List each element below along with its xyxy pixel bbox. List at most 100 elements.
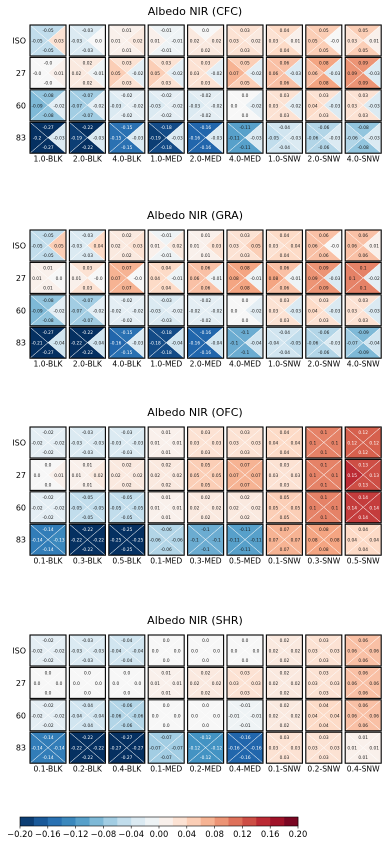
panel-title: Albedo NIR (GRA) (147, 209, 243, 222)
cell-value: -0.07 (82, 93, 93, 99)
cell-value: 0.05 (251, 244, 261, 250)
cell-value: 0.06 (358, 690, 368, 696)
cell-value: -0.02 (53, 308, 64, 314)
heatmap-cell: -0.22-0.22 -0.04-0.22 (68, 326, 107, 359)
cell-value: 0.01 (161, 690, 171, 696)
cell-value: 0.04 (291, 441, 301, 447)
cell-value: 0.02 (83, 80, 93, 86)
cell-value: 0.01 (347, 746, 357, 752)
cell-value: 0.03 (308, 746, 318, 752)
colorbar-tick-label: −0.16 (35, 829, 61, 839)
heatmap-cell: 0.070.07 0.070.07 (226, 458, 264, 491)
cell-value: -0.04 (93, 713, 104, 719)
cell-border (305, 261, 343, 294)
column-label: 2.0-SNW (307, 155, 340, 164)
colorbar-tick-label: 0.16 (261, 829, 280, 839)
cell-border (108, 24, 146, 57)
cell-value: -0.15 (121, 125, 132, 131)
cell-border (305, 634, 343, 667)
cell-border (108, 56, 146, 89)
cell-border (147, 458, 185, 491)
cell-value: -0.21 (31, 341, 42, 347)
cell-value: 0.06 (369, 681, 379, 687)
cell-value: 0.09 (347, 71, 357, 77)
cell-value: 0.07 (240, 462, 250, 468)
cell-value: 0.03 (161, 60, 171, 66)
cell-value: -0.04 (110, 649, 121, 655)
cell-value: 0.0 (45, 482, 52, 488)
cell-value: 0.0 (231, 103, 238, 109)
cell-value: -0.16 (189, 136, 200, 142)
cell-border (305, 89, 343, 122)
cell-value: 0.06 (358, 670, 368, 676)
heatmap-cell: 0.010.01 0.010.01 (344, 731, 382, 764)
cell-value: -0.05 (42, 233, 53, 239)
cell-border (265, 89, 303, 122)
heatmap-cell: -0.09-0.07 -0.04-0.09 (344, 326, 382, 359)
cell-value: 0.0 (45, 462, 52, 468)
cell-border (108, 261, 146, 294)
heatmap-cell: -0.16-0.16 -0.03-0.16 (186, 121, 225, 154)
cell-value: -0.02 (42, 638, 53, 644)
cell-value: 0.07 (111, 276, 121, 282)
cell-border (226, 261, 264, 294)
cell-value: -0.02 (93, 308, 104, 314)
cell-value: -0.01 (250, 276, 261, 282)
cell-value: -0.07 (71, 308, 82, 314)
cell-border (265, 491, 303, 524)
cell-value: -0.04 (279, 125, 290, 131)
cell-value: 0.02 (190, 39, 200, 45)
cell-value: 0.0 (95, 681, 102, 687)
cell-value: -0.02 (189, 308, 200, 314)
heatmap-cell: -0.25-0.25 -0.25-0.25 (108, 523, 146, 556)
cell-value: 0.03 (319, 670, 329, 676)
heatmap-cell: 0.050.07 -0.020.05 (226, 56, 264, 89)
cell-value: 0.06 (280, 285, 290, 291)
cell-value: 0.05 (291, 505, 301, 511)
column-label: 1.0-BLK (34, 360, 64, 369)
cell-border (344, 294, 382, 327)
heatmap-cell: -0.27-0.21 -0.04-0.27 (29, 326, 67, 359)
heatmap-cell: 0.030.04 -0.030.03 (305, 294, 343, 327)
cell-value: -0.08 (42, 113, 53, 119)
cell-value: -0.22 (82, 735, 93, 741)
cell-value: -0.02 (172, 308, 183, 314)
colorbar-tick-label: −0.04 (118, 829, 144, 839)
cell-value: 0.01 (201, 233, 211, 239)
cell-value: 0.02 (269, 713, 279, 719)
cell-value: 0.07 (240, 482, 250, 488)
cell-value: -0.04 (279, 145, 290, 151)
colorbar-bin (75, 817, 90, 826)
heatmap-cell: 0.080.08 0.080.08 (305, 523, 343, 556)
colorbar-bin (228, 817, 243, 826)
cell-value: 0.08 (330, 538, 340, 544)
heatmap-cell: -0.06-0.06 -0.03-0.06 (305, 326, 343, 359)
cell-value: 0.1 (360, 285, 367, 291)
cell-border (344, 121, 382, 154)
cell-value: 0.0 (231, 649, 238, 655)
cell-border (305, 426, 343, 459)
heatmap-cell: -0.02-0.03 -0.02-0.02 (108, 89, 146, 122)
heatmap-cell: 0.00.0 -0.020.0 (226, 89, 264, 122)
column-label: 0.4-SNW (347, 765, 380, 774)
column-label: 0.1-BLK (34, 765, 64, 774)
cell-value: 0.02 (251, 505, 261, 511)
cell-border (68, 426, 106, 459)
cell-value: 0.0 (123, 670, 130, 676)
heatmap-cell: 0.010.01 0.010.01 (147, 426, 185, 459)
cell-value: -0.18 (161, 145, 172, 151)
cell-value: -0.15 (121, 350, 132, 356)
cell-border (29, 89, 67, 122)
cell-value: 0.02 (291, 649, 301, 655)
cell-value: 0.0 (213, 649, 220, 655)
heatmap-cell: 0.140.14 0.140.14 (344, 491, 382, 524)
cell-value: -0.04 (268, 341, 279, 347)
cell-value: 0.03 (269, 244, 279, 250)
cell-border (344, 426, 382, 459)
cell-border (68, 491, 106, 524)
cell-value: 0.01 (122, 48, 132, 54)
cell-value: 0.03 (201, 450, 211, 456)
cell-value: -0.02 (161, 113, 172, 119)
